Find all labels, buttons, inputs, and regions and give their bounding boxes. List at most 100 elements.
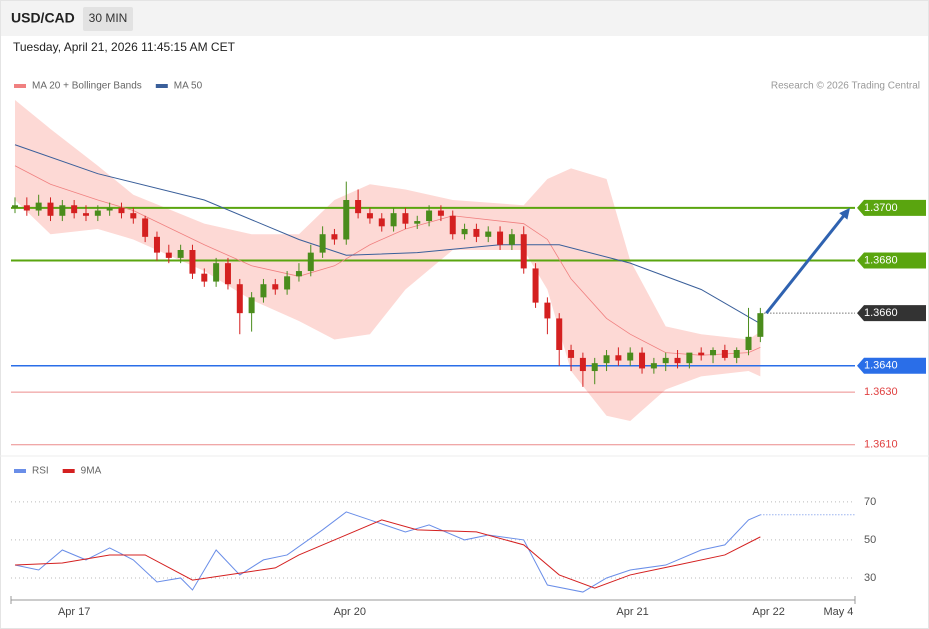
legend-swatch (62, 469, 75, 473)
legend-label: MA 20 + Bollinger Bands (32, 81, 142, 92)
legend-label: 9MA (81, 466, 102, 477)
candle-body (461, 228, 468, 235)
candle-body (674, 357, 681, 364)
timestamp: Tuesday, April 21, 2026 11:45:15 AM CET (13, 40, 236, 54)
candle-body (260, 284, 267, 298)
header-bar (0, 0, 929, 36)
candle-body (118, 207, 125, 214)
last-price-label: 1.3660 (864, 307, 898, 319)
candle-body (449, 215, 456, 235)
interval-box[interactable] (83, 7, 133, 31)
candle-body (295, 271, 302, 277)
candle-body (201, 273, 208, 282)
last-price-tag (857, 305, 926, 322)
candle-body (165, 252, 172, 258)
candle-body (698, 352, 705, 356)
candle-body (627, 352, 634, 361)
candle-body (757, 313, 764, 337)
candle-body (106, 207, 113, 211)
y-tick-label: 30 (864, 572, 876, 584)
candle-body (189, 250, 196, 274)
candle-body (12, 205, 18, 208)
candle-body (319, 234, 326, 253)
x-tick-label: Apr 21 (616, 606, 648, 618)
level-label: 1.3700 (864, 202, 898, 214)
candle-body (236, 284, 243, 314)
candle-body (639, 352, 646, 369)
candle-body (508, 234, 515, 245)
candle-body (378, 218, 385, 227)
candle-body (23, 205, 30, 211)
level-tag (857, 252, 926, 269)
candle-body (47, 202, 54, 216)
candle-body (35, 202, 42, 211)
x-tick-label: Apr 20 (334, 606, 366, 618)
legend-swatch (14, 469, 26, 473)
candle-body (733, 350, 740, 358)
candle-body (177, 250, 184, 258)
candle-body (532, 268, 539, 303)
candle-body (272, 284, 279, 290)
overlay-line (14, 144, 761, 325)
candle-body (520, 234, 527, 269)
candle-body (284, 276, 291, 290)
forecast-arrow (765, 213, 847, 315)
symbol: USD/CAD (11, 10, 75, 26)
candle-body (721, 350, 728, 358)
candle-body (568, 350, 575, 358)
level-label: 1.3610 (864, 439, 898, 451)
candle-body (650, 363, 657, 369)
interval[interactable]: 30 MIN (89, 11, 128, 25)
legend-swatch (14, 84, 26, 88)
level-label: 1.3680 (864, 254, 898, 266)
rsi-line (14, 511, 761, 593)
credit: Research © 2026 Trading Central (771, 81, 920, 92)
candle-body (82, 213, 89, 216)
candle-body (485, 231, 492, 237)
candle-body (473, 228, 480, 237)
level-tag (857, 357, 926, 374)
candle-body (556, 318, 563, 350)
candle-body (248, 297, 255, 314)
candle-body (544, 302, 551, 319)
candle-body (390, 213, 397, 227)
candle-body (213, 263, 220, 282)
x-tick-label: May 4 (823, 606, 853, 618)
legend-label: MA 50 (174, 81, 203, 92)
candle-body (59, 205, 66, 216)
candle-body (497, 231, 504, 245)
candle-body (402, 213, 409, 224)
candle-body (710, 350, 717, 356)
x-tick-label: Apr 17 (58, 606, 90, 618)
candle-body (615, 355, 622, 361)
candle-body (355, 200, 362, 214)
level-label: 1.3640 (864, 360, 898, 372)
x-tick-label: Apr 22 (752, 606, 784, 618)
candle-body (662, 357, 669, 364)
candle-body (366, 213, 373, 219)
level-label: 1.3630 (864, 386, 898, 398)
candle-body (142, 218, 149, 237)
forecast-arrowhead (839, 207, 850, 220)
candle-body (307, 252, 314, 272)
candle-body (437, 210, 444, 216)
legend-swatch (155, 84, 168, 88)
level-tag (857, 199, 926, 216)
candle-body (130, 213, 137, 219)
legend-label: RSI (32, 466, 49, 477)
candle-body (343, 200, 350, 240)
candle-body (426, 210, 433, 222)
y-tick-label: 50 (864, 534, 876, 546)
y-tick-label: 70 (864, 496, 876, 508)
candle-body (591, 363, 598, 372)
candle-body (94, 210, 101, 216)
candle-body (686, 352, 693, 364)
candle-body (224, 263, 231, 285)
rsi-line (14, 519, 761, 589)
candle-body (153, 236, 160, 253)
candle-body (414, 221, 421, 224)
candle-body (331, 234, 338, 240)
